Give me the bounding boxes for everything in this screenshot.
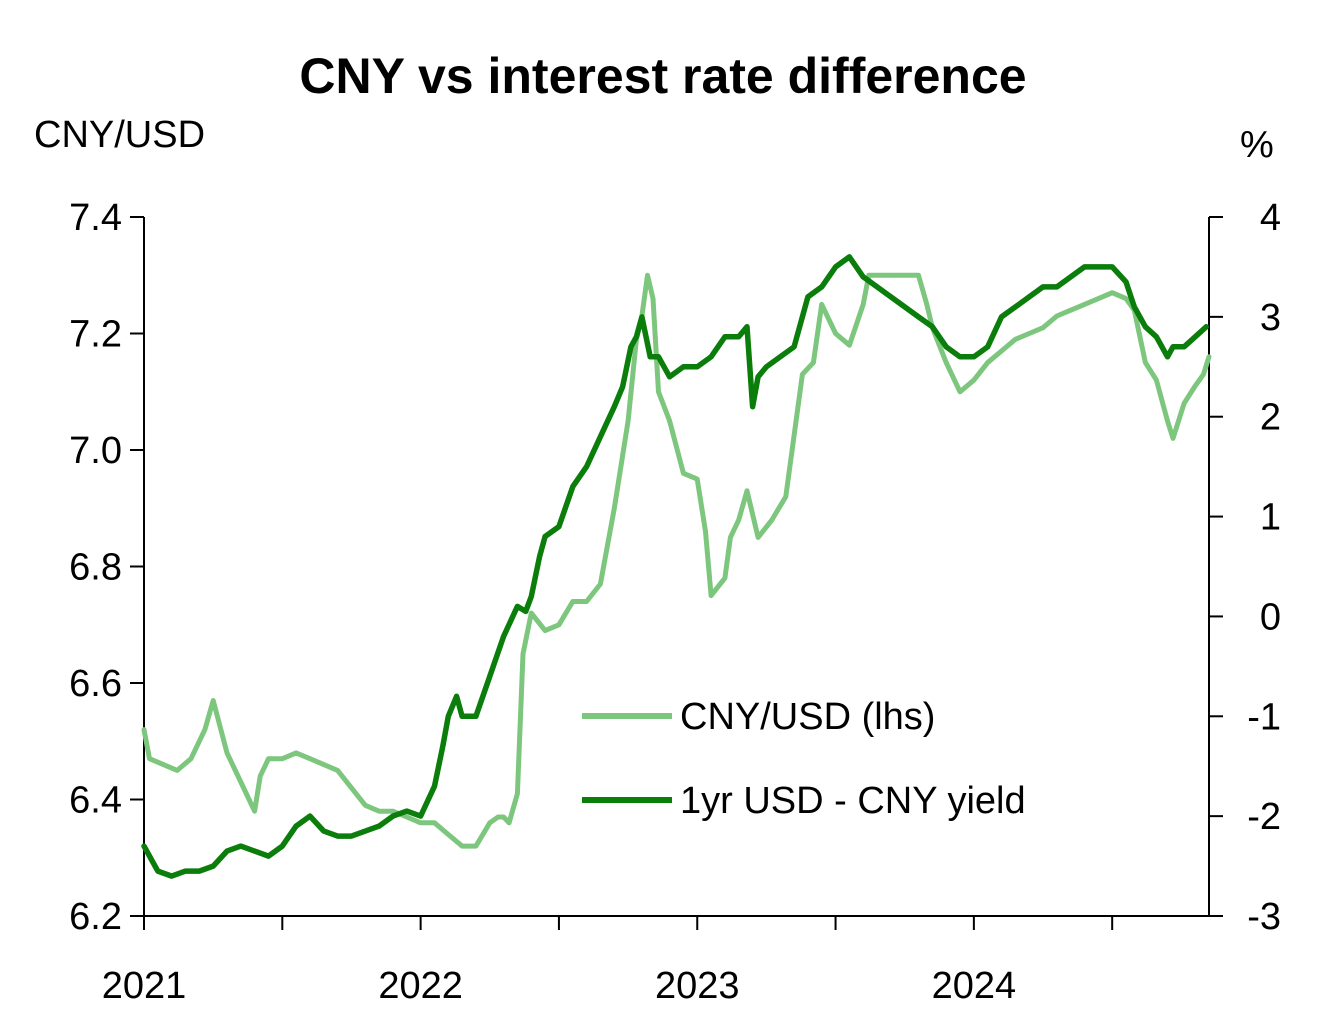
y-right-tick-label: -1: [1247, 696, 1281, 738]
y-axis-right-label: %: [1240, 124, 1274, 166]
y-left-tick-label: 6.4: [69, 780, 122, 822]
y-right-tick-label: -2: [1247, 796, 1281, 838]
x-tick-label: 2022: [378, 965, 463, 1007]
y-left-tick-label: 6.6: [69, 663, 122, 705]
series-line-yield-diff: [141, 254, 1209, 879]
y-right-tick-label: 3: [1260, 297, 1281, 339]
y-right-tick-label: 0: [1260, 596, 1281, 638]
series-line-cny-usd: [141, 272, 1212, 849]
x-tick-label: 2021: [102, 965, 187, 1007]
y-right-tick-label: 2: [1260, 397, 1281, 439]
y-axis-left-label: CNY/USD: [34, 114, 206, 156]
x-tick-label: 2024: [932, 965, 1017, 1007]
y-right-tick-label: -3: [1247, 896, 1281, 938]
y-left-tick-label: 7.2: [69, 314, 122, 356]
y-right-tick-label: 4: [1260, 197, 1281, 239]
chart-title: CNY vs interest rate difference: [299, 48, 1027, 104]
y-left-tick-label: 7.4: [69, 197, 122, 239]
legend-label-yield-diff: 1yr USD - CNY yield: [680, 780, 1026, 822]
y-right-tick-label: 1: [1260, 497, 1281, 539]
legend-label-cny-usd: CNY/USD (lhs): [680, 696, 935, 738]
y-left-tick-label: 6.8: [69, 547, 122, 589]
y-left-tick-label: 6.2: [69, 896, 122, 938]
x-tick-label: 2023: [655, 965, 740, 1007]
y-left-tick-label: 7.0: [69, 430, 122, 472]
